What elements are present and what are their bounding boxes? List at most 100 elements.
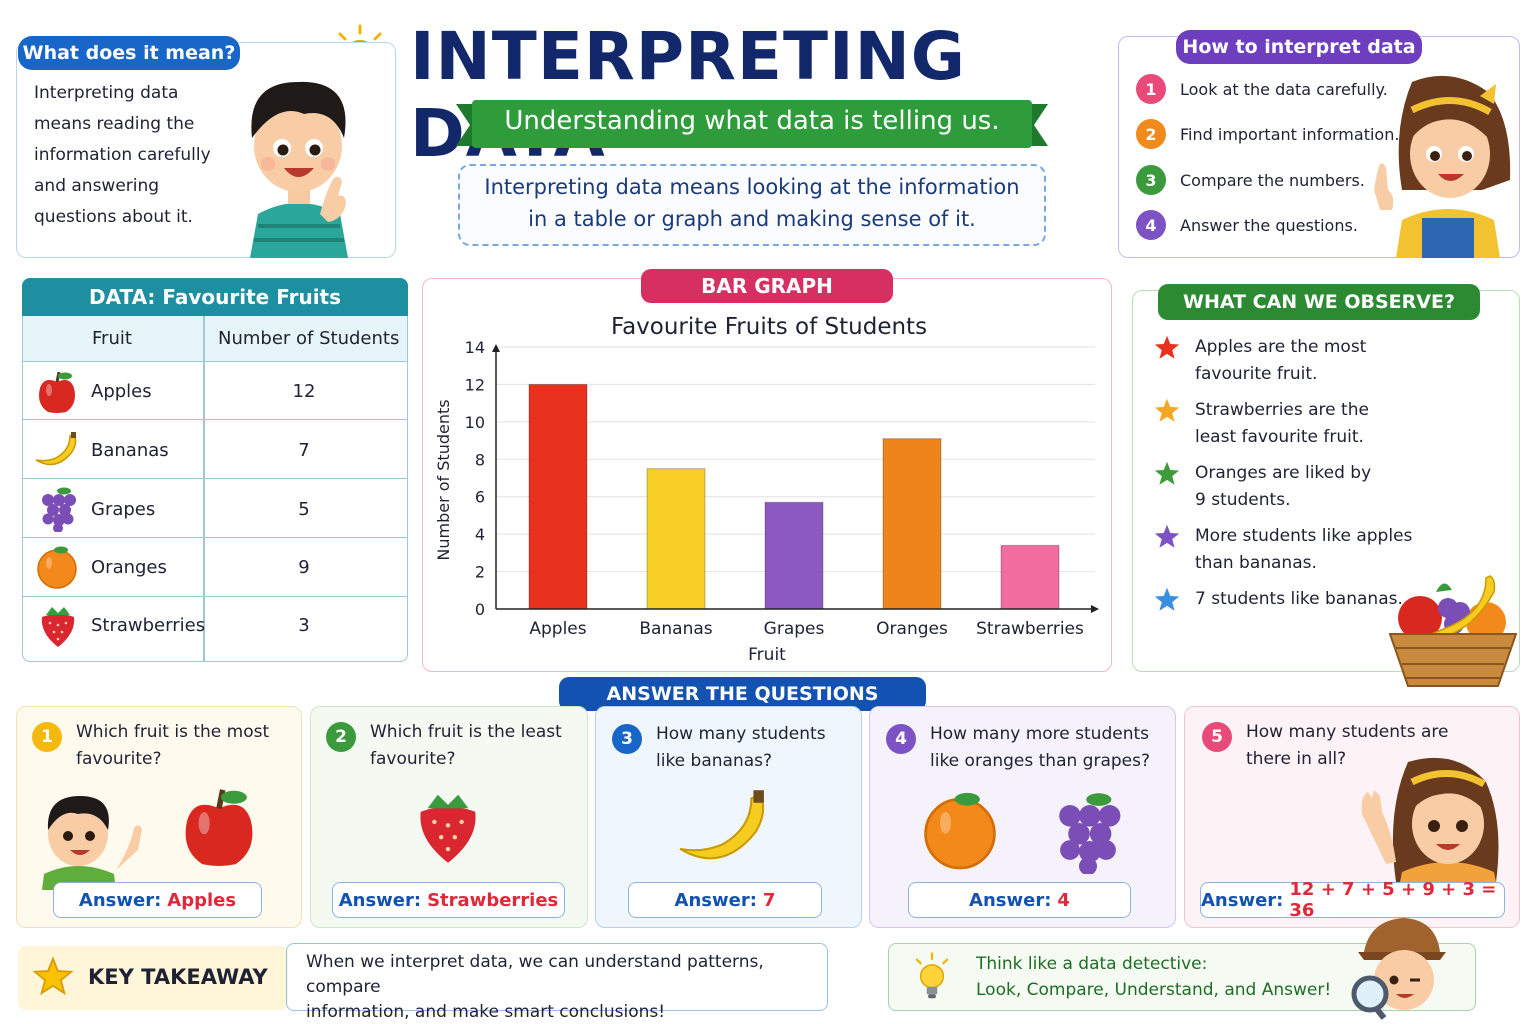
answer-label: Answer: <box>969 889 1052 911</box>
step-number: 1 <box>1136 74 1166 104</box>
bar-chart: Favourite Fruits of Students 0 2 4 6 8 10 12 14… <box>434 314 1099 665</box>
table-row <box>23 597 407 655</box>
question-number: 1 <box>32 722 62 752</box>
table-heading: DATA: Favourite Fruits <box>22 278 408 316</box>
x-tick-label: Bananas <box>639 619 712 639</box>
column-header-count: Number of Students <box>218 328 400 349</box>
meaning-line: information carefully <box>34 145 211 165</box>
answer-value: 4 <box>1057 889 1070 911</box>
answer-box: Answer: Apples <box>53 882 262 918</box>
meaning-line: means reading the <box>34 114 195 134</box>
subtitle: Understanding what data is telling us. <box>504 106 1000 136</box>
answer-label: Answer: <box>338 889 422 911</box>
question-text: How many students like bananas? <box>656 721 826 775</box>
observation-line: favourite fruit. <box>1195 364 1318 384</box>
banana-icon <box>35 432 77 466</box>
observe-heading: WHAT CAN WE OBSERVE? <box>1158 284 1480 320</box>
table-cell-fruit: Grapes <box>91 499 156 520</box>
observation-line: 7 students like bananas. <box>1195 589 1403 609</box>
orange-icon <box>37 546 77 589</box>
question-line: Which fruit is the least <box>370 722 562 742</box>
x-tick-label: Grapes <box>764 619 825 639</box>
observation-item: More students like apples than bananas. <box>1195 523 1412 577</box>
chart-bars <box>528 383 1060 610</box>
bar <box>764 501 824 610</box>
boy-thinking-illustration <box>250 81 348 258</box>
girl-waving-illustration <box>1361 757 1499 882</box>
question-number: 5 <box>1202 722 1232 752</box>
table-cell-count: 5 <box>298 499 310 520</box>
intro-text: Interpreting data means looking at the i… <box>468 171 1036 235</box>
observation-line: Strawberries are the <box>1195 400 1369 420</box>
observation-line: than bananas. <box>1195 553 1317 573</box>
table-divider <box>203 316 205 661</box>
step-number: 4 <box>1136 210 1166 240</box>
how-to-heading: How to interpret data <box>1176 30 1422 64</box>
question-text: How many more students like oranges than … <box>930 721 1150 775</box>
star-icon <box>1154 335 1180 359</box>
x-tick-label: Oranges <box>876 619 948 639</box>
y-tick-label: 12 <box>465 375 485 394</box>
table-row <box>23 421 407 479</box>
question-line: How many more students <box>930 724 1149 744</box>
table-row <box>23 480 407 538</box>
detective-line: Think like a data detective: <box>976 954 1208 974</box>
answer-box: Answer: 4 <box>908 882 1131 918</box>
grapes-icon <box>1059 793 1121 874</box>
apple-icon <box>39 371 75 413</box>
answer-box: Answer: 7 <box>628 882 822 918</box>
star-icon <box>1154 398 1180 422</box>
x-axis-arrow <box>1091 605 1099 613</box>
observation-item: Strawberries are the least favourite frui… <box>1195 397 1369 451</box>
meaning-line: questions about it. <box>34 207 193 227</box>
question-line: Which fruit is the most <box>76 722 270 742</box>
answer-box: Answer: 12 + 7 + 5 + 9 + 3 = 36 <box>1200 879 1505 921</box>
detective-message: Think like a data detective: Look, Compar… <box>976 951 1376 1003</box>
step-text: Compare the numbers. <box>1180 171 1365 190</box>
bar <box>882 438 942 610</box>
question-number: 3 <box>612 724 642 754</box>
question-line: How many students are <box>1246 722 1449 742</box>
answer-value: Strawberries <box>427 889 559 911</box>
question-number: 2 <box>326 722 356 752</box>
meaning-line: and answering <box>34 176 160 196</box>
meaning-heading: What does it mean? <box>18 36 240 70</box>
boy-pointing-illustration <box>42 796 142 890</box>
step-text: Answer the questions. <box>1180 216 1358 235</box>
column-header-fruit: Fruit <box>92 328 132 349</box>
x-tick-label: Apples <box>529 619 586 639</box>
answer-value: 7 <box>762 889 776 911</box>
intro-line: Interpreting data means looking at the i… <box>484 175 1020 199</box>
question-text: Which fruit is the most favourite? <box>76 719 269 773</box>
question-text: Which fruit is the least favourite? <box>370 719 562 773</box>
key-takeaway-message: When we interpret data, we can understan… <box>306 950 826 1024</box>
takeaway-line: information, and make smart conclusions! <box>306 1002 666 1022</box>
answer-label: Answer: <box>1201 889 1284 911</box>
question-line: favourite? <box>76 749 162 769</box>
question-line: like oranges than grapes? <box>930 751 1151 771</box>
meaning-text: Interpreting data means reading the info… <box>34 78 224 233</box>
step-text: Look at the data carefully. <box>1180 80 1388 99</box>
key-takeaway-message-card <box>286 943 828 1011</box>
y-tick-label: 14 <box>465 338 485 357</box>
y-tick-label: 2 <box>475 563 485 582</box>
answer-label: Answer: <box>78 889 162 911</box>
step-number: 3 <box>1136 165 1166 195</box>
questions-heading: ANSWER THE QUESTIONS <box>559 677 926 711</box>
table-cell-fruit: Apples <box>91 381 152 402</box>
banana-icon <box>679 790 765 860</box>
bar <box>646 468 706 610</box>
observation-item: Oranges are liked by 9 students. <box>1195 460 1371 514</box>
question-line: like bananas? <box>656 751 773 771</box>
question-line: How many students <box>656 724 826 744</box>
orange-icon <box>924 792 996 870</box>
chart-x-ticks: Apples Bananas Grapes Oranges Strawberries <box>529 619 1084 639</box>
x-tick-label: Strawberries <box>976 619 1084 639</box>
observation-line: least favourite fruit. <box>1195 427 1364 447</box>
observation-line: Apples are the most <box>1195 337 1367 357</box>
answer-value: 12 + 7 + 5 + 9 + 3 = 36 <box>1289 879 1497 921</box>
lightbulb-icon <box>915 952 949 999</box>
y-tick-label: 6 <box>475 488 485 507</box>
x-axis-label: Fruit <box>748 645 786 665</box>
apple-icon <box>185 789 253 866</box>
